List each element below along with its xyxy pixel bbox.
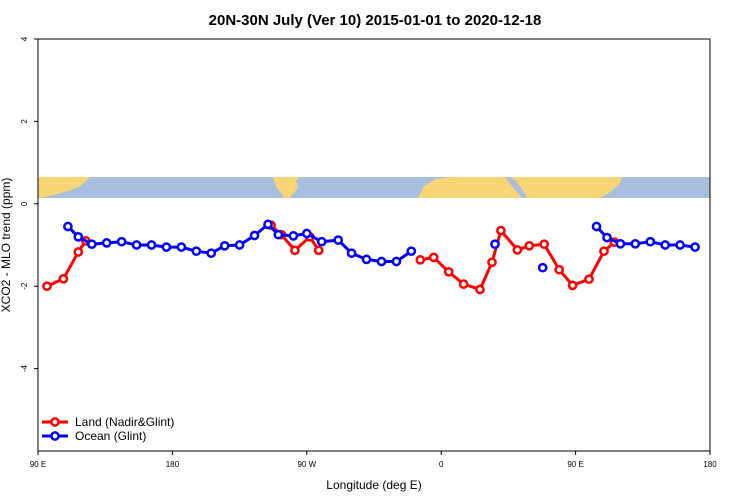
data-point	[333, 235, 344, 245]
data-point	[539, 239, 550, 250]
data-point	[490, 239, 500, 250]
chart-title: 20N-30N July (Ver 10) 2015-01-01 to 2020…	[209, 12, 542, 29]
data-point	[615, 238, 626, 249]
data-point	[458, 279, 469, 289]
data-point	[496, 225, 506, 236]
data-point	[443, 266, 454, 277]
data-point	[234, 240, 245, 250]
data-point	[675, 240, 685, 250]
data-point	[602, 232, 612, 243]
data-point	[591, 221, 602, 232]
series-ocean	[63, 219, 700, 273]
data-point	[313, 245, 324, 256]
data-point	[415, 254, 426, 265]
data-point	[645, 236, 656, 247]
data-point	[660, 240, 671, 250]
data-point	[524, 240, 535, 251]
legend-marker	[50, 431, 60, 441]
data-point	[42, 281, 52, 292]
data-point	[391, 256, 402, 267]
data-point	[316, 236, 327, 247]
x-tick-label: 0	[439, 460, 444, 469]
data-point	[361, 254, 372, 265]
data-point	[567, 280, 578, 291]
x-tick-label: 90 E	[567, 460, 583, 469]
data-point	[584, 274, 594, 285]
land-mass-americas	[273, 177, 300, 198]
data-point	[73, 247, 84, 257]
plot-frame	[37, 38, 711, 452]
data-point	[290, 245, 300, 256]
x-tick-label: 180	[703, 460, 717, 469]
data-point	[599, 246, 609, 257]
x-axis-label: Longitude (deg E)	[326, 478, 421, 492]
map-strip	[38, 177, 710, 198]
y-tick-label: 0	[20, 201, 29, 206]
series-land	[42, 220, 620, 295]
x-axis: 90 E 180 90 W 0 90 E 180	[30, 451, 717, 469]
y-tick-label: 4	[20, 36, 29, 41]
data-point	[263, 219, 273, 230]
data-point	[131, 240, 142, 250]
data-point	[301, 228, 312, 239]
data-point	[690, 242, 700, 252]
series-line	[46, 240, 88, 288]
y-axis-label: XCO2 - MLO trend (ppm)	[0, 178, 13, 313]
data-point	[249, 230, 260, 241]
land-mass-west	[38, 177, 90, 198]
data-point	[487, 257, 497, 268]
data-point	[376, 256, 387, 267]
data-point	[630, 238, 641, 249]
data-point	[86, 239, 97, 250]
legend-label: Ocean (Glint)	[75, 429, 146, 443]
data-point	[428, 252, 439, 263]
data-point	[554, 264, 565, 275]
data-point	[346, 248, 357, 259]
data-point	[537, 262, 548, 273]
y-tick-label: -4	[20, 364, 29, 372]
data-point	[406, 246, 417, 257]
data-point	[191, 246, 202, 257]
y-tick-label: -2	[20, 282, 29, 290]
series-layer	[42, 219, 700, 295]
data-point	[512, 245, 523, 255]
data-point	[475, 284, 485, 295]
x-tick-label: 180	[166, 460, 180, 469]
y-tick-label: 2	[20, 119, 29, 124]
x-tick-label: 90 W	[297, 460, 316, 469]
data-point	[161, 242, 172, 252]
data-point	[101, 238, 112, 248]
data-point	[176, 242, 187, 252]
legend-marker	[50, 417, 60, 427]
legend-item: Ocean (Glint)	[42, 429, 146, 443]
data-point	[273, 229, 284, 240]
data-point	[206, 248, 217, 259]
data-point	[58, 273, 69, 284]
legend-item: Land (Nadir&Glint)	[42, 415, 174, 429]
data-point	[219, 240, 230, 251]
data-point	[146, 240, 157, 250]
data-point	[116, 236, 127, 247]
data-point	[63, 221, 73, 232]
x-tick-label: 90 E	[30, 460, 46, 469]
land-mass-sea-inlet	[505, 177, 527, 198]
data-point	[288, 231, 299, 241]
legend-label: Land (Nadir&Glint)	[75, 415, 174, 429]
data-point	[73, 231, 84, 242]
legend: Land (Nadir&Glint)Ocean (Glint)	[42, 415, 174, 443]
y-axis: 4 2 0 -2 -4	[20, 36, 38, 372]
